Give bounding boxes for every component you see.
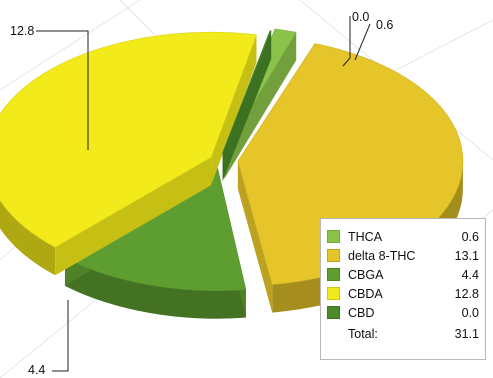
legend-label: THCA (348, 229, 383, 244)
slice-wall-cbd (222, 30, 272, 181)
legend-item: CBDA 12.8 (327, 284, 479, 303)
callout-label-thca: 0.6 (376, 18, 393, 32)
legend-label: CBD (348, 305, 375, 320)
legend-swatch-delta8 (327, 249, 340, 262)
legend-label: CBDA (348, 286, 383, 301)
legend-swatch-cbga (327, 268, 340, 281)
legend-swatch-thca (327, 230, 340, 243)
legend-value: 13.1 (454, 248, 479, 263)
callout-label-cbga: 4.4 (28, 363, 45, 377)
callout-line-thca (354, 23, 371, 61)
callout-label-cbda: 12.8 (10, 24, 34, 38)
slice-wall-thca (224, 32, 297, 179)
legend: THCA 0.6 delta 8-THC 13.1 CBGA 4.4 CBDA … (320, 218, 486, 360)
legend-value: 4.4 (461, 267, 479, 282)
legend-total-value: 31.1 (454, 326, 479, 341)
callout-line-cbga (52, 300, 69, 372)
slice-wall-delta8 (237, 161, 273, 313)
callout-label-cbd: 0.0 (352, 10, 369, 24)
legend-swatch-cbda (327, 287, 340, 300)
legend-label: delta 8-THC (348, 248, 416, 263)
legend-total-label: Total: (348, 326, 378, 341)
callout-lines (36, 16, 371, 372)
legend-total: Total: 31.1 (327, 324, 479, 343)
pie-slice-cbda (0, 31, 257, 276)
slice-top-cbga (64, 165, 247, 291)
legend-label: CBGA (348, 267, 384, 282)
slice-side-cbga (64, 257, 246, 319)
legend-item: CBD 0.0 (327, 303, 479, 322)
legend-value: 0.6 (461, 229, 479, 244)
slice-top-cbda (0, 31, 257, 248)
legend-item: delta 8-THC 13.1 (327, 246, 479, 265)
slice-wall-cbda (55, 157, 212, 276)
callout-line-cbd (342, 16, 351, 67)
slice-wall-cbda (211, 34, 257, 186)
pie-slice-cbd (222, 30, 272, 181)
pie-slice-cbga (64, 165, 247, 319)
legend-value: 12.8 (454, 286, 479, 301)
slice-side-cbda (0, 200, 56, 276)
legend-value: 0.0 (461, 305, 479, 320)
slice-top-cbd (222, 30, 272, 154)
callout-line-cbda (36, 30, 89, 150)
legend-swatch-cbd (327, 306, 340, 319)
legend-item: THCA 0.6 (327, 227, 479, 246)
legend-item: CBGA 4.4 (327, 265, 479, 284)
